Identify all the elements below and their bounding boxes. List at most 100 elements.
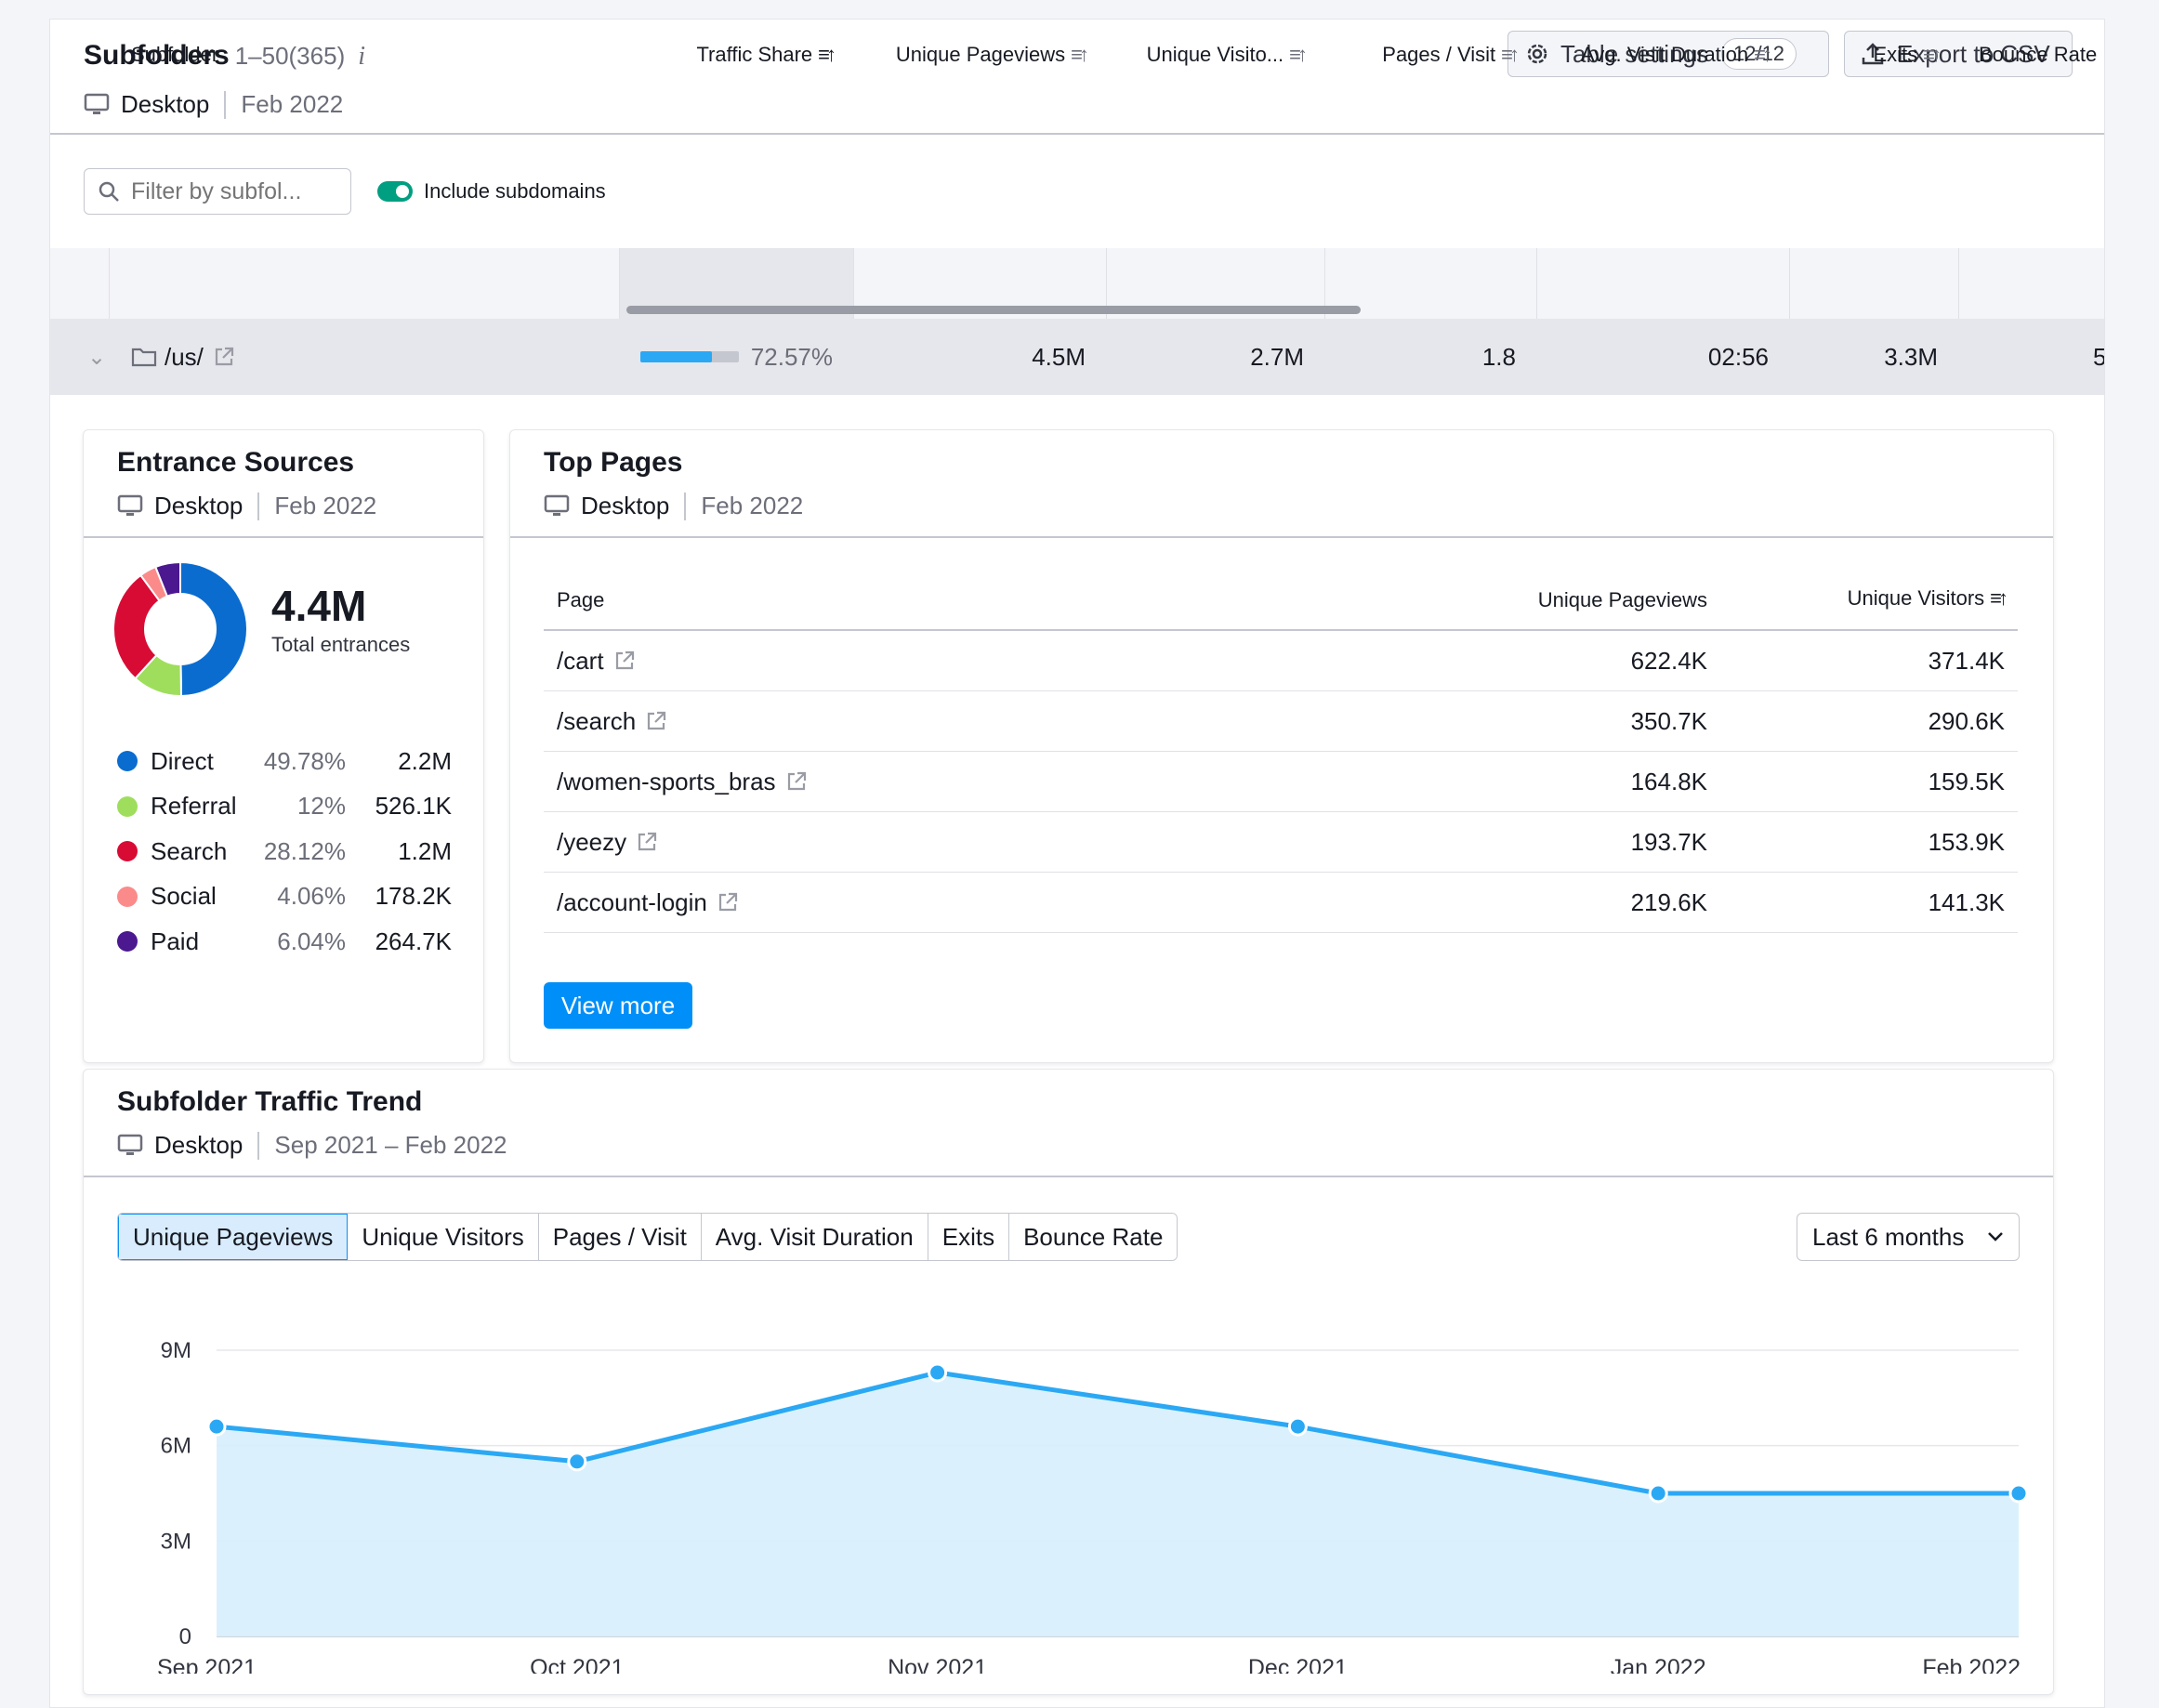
page-unique-visitors: 159.5K: [1928, 767, 2005, 795]
page-unique-visitors: 153.9K: [1928, 827, 2005, 856]
export-csv-button[interactable]: Export to CSV: [1844, 31, 2073, 77]
legend-dot: [117, 841, 138, 861]
table-settings-label: Table settings: [1560, 39, 1708, 68]
data-point[interactable]: [206, 1416, 227, 1437]
entrance-sources-donut-chart: [112, 560, 248, 698]
sort-icon: ≡↑: [818, 43, 836, 66]
external-link-icon[interactable]: [613, 650, 636, 672]
filter-input[interactable]: [129, 177, 337, 206]
legend-percent: 6.04%: [277, 926, 346, 955]
legend-item-referral[interactable]: Referral 12% 526.1K: [117, 788, 452, 825]
data-point[interactable]: [1287, 1416, 1308, 1437]
y-tick-label: 6M: [161, 1434, 191, 1459]
table-settings-button[interactable]: Table settings 12/12: [1507, 31, 1829, 77]
total-entrances-label: Total entrances: [271, 633, 411, 656]
column-header-subfolder[interactable]: Subfolder: [131, 43, 219, 66]
column-header-traffic-share[interactable]: Traffic Share ≡↑: [696, 43, 836, 66]
legend-percent: 28.12%: [263, 836, 346, 865]
filter-subfolder-field[interactable]: [84, 168, 351, 215]
chevron-down-icon: [1988, 1232, 2003, 1242]
page-unique-visitors: 141.3K: [1928, 887, 2005, 916]
entrance-sources-card: Entrance Sources Desktop Feb 2022 4.4M T…: [83, 429, 484, 1063]
legend-item-search[interactable]: Search 28.12% 1.2M: [117, 833, 452, 870]
page-unique-pageviews: 193.7K: [1630, 827, 1707, 856]
device-label: Desktop: [121, 90, 210, 118]
traffic-share-bar-fill: [640, 351, 712, 362]
card-meta: Desktop Feb 2022: [544, 492, 803, 520]
page-unique-pageviews: 350.7K: [1630, 706, 1707, 735]
legend-dot: [117, 931, 138, 952]
page-link[interactable]: /search: [557, 706, 637, 735]
page-link[interactable]: /women-sports_bras: [557, 767, 776, 795]
x-tick-label: Nov 2021: [888, 1655, 987, 1674]
info-icon[interactable]: i: [358, 42, 366, 71]
monitor-icon: [544, 494, 570, 516]
x-tick-label: Feb 2022: [1922, 1655, 2021, 1674]
external-link-icon[interactable]: [645, 710, 667, 732]
external-link-icon[interactable]: [213, 346, 235, 368]
period-select[interactable]: Last 6 months: [1797, 1213, 2020, 1261]
page-link[interactable]: /cart: [557, 646, 604, 675]
data-point[interactable]: [567, 1452, 587, 1472]
page-link[interactable]: /yeezy: [557, 827, 627, 856]
table-row[interactable]: /yeezy 193.7K 153.9K: [544, 812, 2018, 873]
column-header-unique-pageviews[interactable]: Unique Pageviews: [1537, 588, 1707, 611]
x-tick-label: Oct 2021: [530, 1655, 624, 1674]
column-header-unique-visitors[interactable]: Unique Visitors ≡↑: [1847, 586, 2008, 610]
search-icon: [99, 181, 119, 202]
columns-count-badge: 12/12: [1720, 38, 1797, 70]
table-row[interactable]: /search 350.7K 290.6K: [544, 691, 2018, 752]
table-row[interactable]: /cart 622.4K 371.4K: [544, 631, 2018, 691]
sort-icon: ≡↑: [1289, 43, 1308, 66]
table-row[interactable]: /account-login 219.6K 141.3K: [544, 873, 2018, 933]
tab-unique-pageviews[interactable]: Unique Pageviews: [118, 1214, 349, 1260]
tab-pages-visit[interactable]: Pages / Visit: [538, 1214, 702, 1260]
x-tick-label: Sep 2021: [157, 1655, 257, 1674]
tab-avg-visit-duration[interactable]: Avg. Visit Duration: [701, 1214, 928, 1260]
column-header-exits[interactable]: Exits ≡↑: [1873, 43, 1941, 66]
traffic-share-bar: [640, 351, 739, 362]
data-point[interactable]: [2008, 1483, 2029, 1504]
y-tick-label: 0: [179, 1624, 191, 1649]
card-meta: Desktop Sep 2021 – Feb 2022: [117, 1131, 507, 1160]
column-header-page[interactable]: Page: [557, 588, 605, 611]
table-row[interactable]: [50, 319, 2104, 395]
sort-icon: ≡↑: [1754, 43, 1772, 66]
subfolders-panel: Subfolders 1–50(365) i Desktop Feb 2022 …: [49, 19, 2105, 1708]
horizontal-scrollbar[interactable]: [626, 306, 1361, 314]
column-header-bounce-rate[interactable]: Bounce Rate: [1979, 43, 2098, 66]
donut-slice-paid[interactable]: [154, 560, 181, 598]
metric-tabs: Unique Pageviews Unique Visitors Pages / V…: [117, 1213, 1178, 1261]
tab-bounce-rate[interactable]: Bounce Rate: [1009, 1214, 1178, 1260]
collapse-chevron-icon[interactable]: ⌄: [87, 344, 107, 370]
data-point[interactable]: [928, 1362, 948, 1383]
panel-header: Subfolders 1–50(365) i: [84, 40, 365, 72]
external-link-icon[interactable]: [785, 770, 808, 793]
column-header-unique-visitors[interactable]: Unique Visito... ≡↑: [1146, 43, 1308, 66]
column-header-unique-pageviews[interactable]: Unique Pageviews ≡↑: [895, 43, 1089, 66]
legend-item-social[interactable]: Social 4.06% 178.2K: [117, 878, 452, 915]
column-header-pages-per-visit[interactable]: Pages / Visit ≡↑: [1382, 43, 1520, 66]
folder-icon: [131, 348, 157, 367]
y-tick-label: 3M: [161, 1529, 191, 1554]
legend-item-direct[interactable]: Direct 49.78% 2.2M: [117, 742, 452, 780]
card-title: Top Pages: [544, 447, 683, 478]
monitor-icon: [117, 494, 143, 516]
header-meta: Desktop Feb 2022: [84, 90, 343, 119]
upload-icon: [1862, 43, 1884, 65]
view-more-button[interactable]: View more: [544, 982, 692, 1029]
donut-slice-direct[interactable]: [179, 560, 248, 698]
tab-exits[interactable]: Exits: [928, 1214, 1010, 1260]
tab-unique-visitors[interactable]: Unique Visitors: [348, 1214, 539, 1260]
include-subdomains-toggle[interactable]: [377, 181, 413, 202]
external-link-icon[interactable]: [636, 831, 658, 853]
page-link[interactable]: /account-login: [557, 887, 707, 916]
column-header-avg-visit-duration[interactable]: Avg. Visit Duration ≡↑: [1580, 43, 1772, 66]
external-link-icon[interactable]: [717, 891, 739, 913]
data-point[interactable]: [1648, 1483, 1668, 1504]
bounce-rate-value: 5: [2093, 342, 2104, 371]
table-row[interactable]: /women-sports_bras 164.8K 159.5K: [544, 752, 2018, 812]
subfolder-link[interactable]: /us/: [165, 342, 204, 371]
monitor-icon: [117, 1134, 143, 1155]
legend-item-paid[interactable]: Paid 6.04% 264.7K: [117, 923, 452, 960]
